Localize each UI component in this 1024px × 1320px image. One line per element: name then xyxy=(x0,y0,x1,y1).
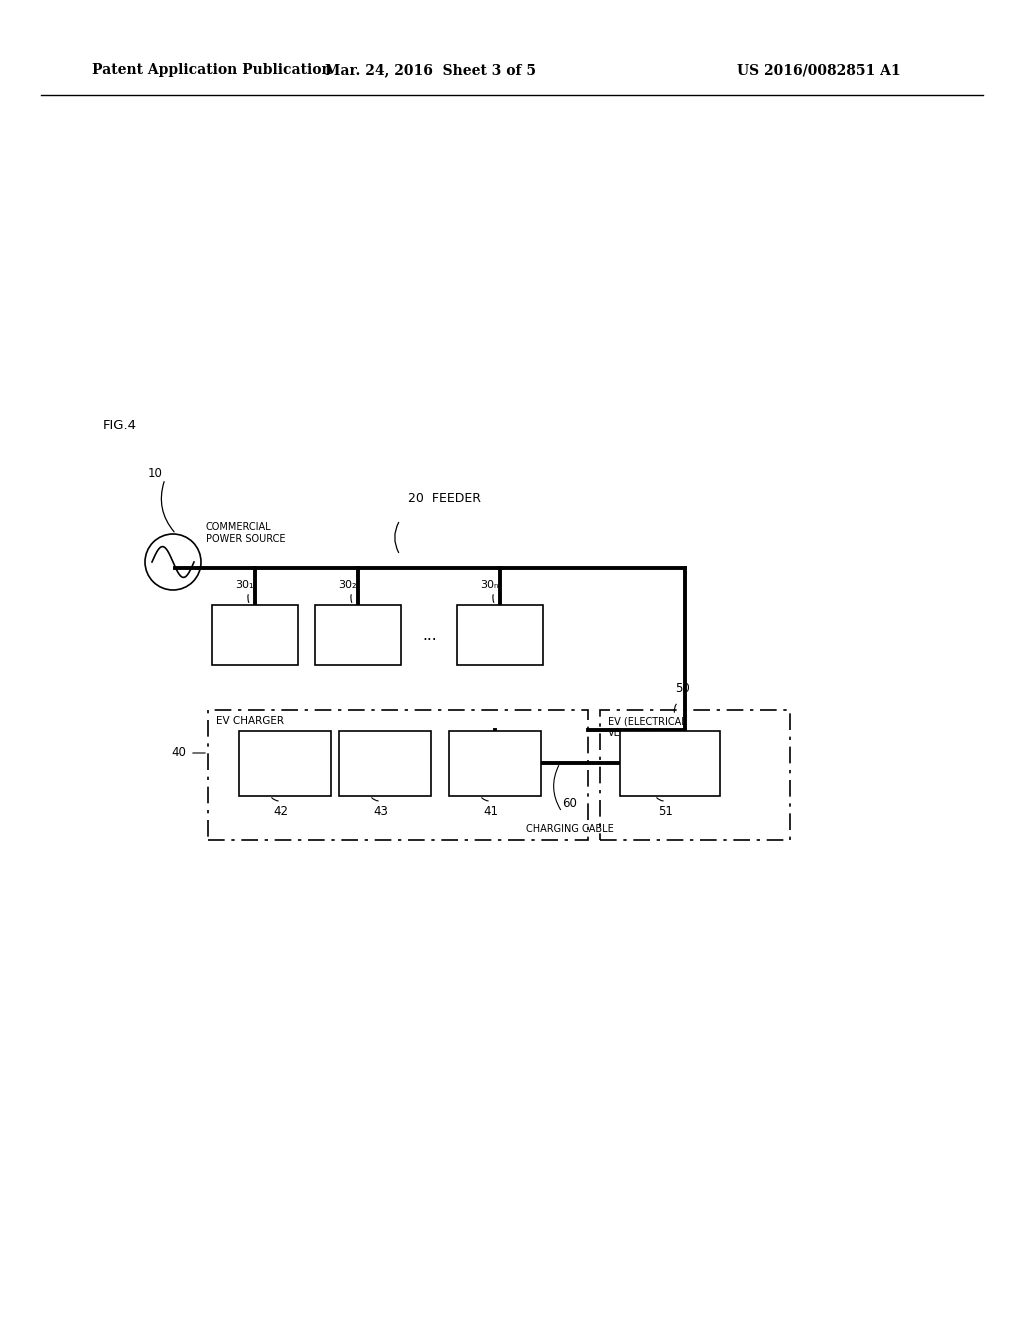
Text: COMMERCIAL
POWER SOURCE: COMMERCIAL POWER SOURCE xyxy=(206,523,286,544)
Text: 42: 42 xyxy=(273,805,288,818)
Text: CHARGING CABLE: CHARGING CABLE xyxy=(526,824,613,834)
Text: 40: 40 xyxy=(171,747,186,759)
Text: BATTERY: BATTERY xyxy=(647,758,692,768)
FancyBboxPatch shape xyxy=(600,710,790,840)
Text: FACILITY: FACILITY xyxy=(336,630,380,640)
Text: FACILITY: FACILITY xyxy=(233,630,276,640)
Text: Mar. 24, 2016  Sheet 3 of 5: Mar. 24, 2016 Sheet 3 of 5 xyxy=(325,63,536,77)
Text: FACILITY: FACILITY xyxy=(478,630,522,640)
Text: POWER
CONVERTER: POWER CONVERTER xyxy=(466,754,523,772)
Text: 30₁: 30₁ xyxy=(234,579,254,590)
Text: 10: 10 xyxy=(148,467,163,480)
FancyBboxPatch shape xyxy=(212,605,298,665)
FancyBboxPatch shape xyxy=(339,730,431,796)
FancyBboxPatch shape xyxy=(315,605,401,665)
Text: 43: 43 xyxy=(373,805,388,818)
Text: MEMORY: MEMORY xyxy=(365,759,406,767)
Text: US 2016/0082851 A1: US 2016/0082851 A1 xyxy=(737,63,901,77)
Text: 30ₙ: 30ₙ xyxy=(480,579,499,590)
Text: 50: 50 xyxy=(675,682,690,696)
FancyBboxPatch shape xyxy=(620,730,720,796)
FancyBboxPatch shape xyxy=(449,730,541,796)
Text: Patent Application Publication: Patent Application Publication xyxy=(92,63,332,77)
Text: 51: 51 xyxy=(658,805,673,818)
Text: 41: 41 xyxy=(483,805,498,818)
Text: EV (ELECTRICAL
VEHICLE): EV (ELECTRICAL VEHICLE) xyxy=(608,715,687,738)
Text: 30₂: 30₂ xyxy=(338,579,356,590)
Text: ...: ... xyxy=(423,627,437,643)
Text: 60: 60 xyxy=(562,797,578,810)
FancyBboxPatch shape xyxy=(208,710,588,840)
Text: SETTER: SETTER xyxy=(267,759,303,767)
Text: EV CHARGER: EV CHARGER xyxy=(216,715,284,726)
FancyBboxPatch shape xyxy=(457,605,543,665)
Text: 20  FEEDER: 20 FEEDER xyxy=(408,492,481,506)
FancyBboxPatch shape xyxy=(239,730,331,796)
Text: FIG.4: FIG.4 xyxy=(103,418,137,432)
